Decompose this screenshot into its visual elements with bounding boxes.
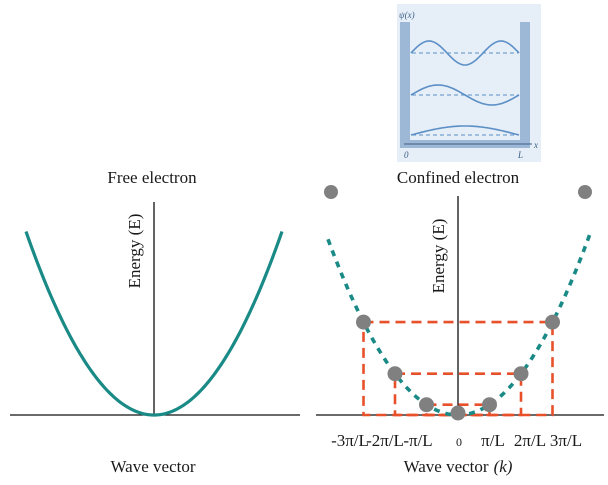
inset-end-label: L (517, 150, 523, 160)
tick-label-minus-2pi: -2π/L (366, 431, 404, 450)
wavevector-symbol: (k) (494, 457, 513, 476)
allowed-state-dot (387, 366, 403, 382)
allowed-state-dot (545, 314, 560, 330)
allowed-state-dots (324, 185, 592, 421)
inset-right-wall (520, 22, 530, 146)
tick-label-2pi: 2π/L (514, 431, 546, 450)
right-energy-axis-label: Energy (E) (429, 219, 448, 294)
left-wavevector-label: Wave vector (111, 457, 196, 476)
inset-origin-label: 0 (404, 150, 409, 160)
free-electron-title: Free electron (107, 168, 197, 187)
allowed-state-dot (324, 185, 338, 199)
inset-x-label: x (533, 140, 538, 150)
allowed-state-dot (450, 405, 466, 421)
tick-label-3pi: 3π/L (550, 431, 582, 450)
allowed-state-dot (578, 185, 592, 199)
inset-wave-n2 (410, 84, 520, 106)
free-electron-parabola (24, 230, 284, 417)
confined-electron-title: Confined electron (397, 168, 520, 187)
tick-label-zero: 0 (456, 435, 462, 449)
allowed-state-dot (513, 366, 529, 382)
inset-wave-n1 (410, 125, 520, 136)
allowed-state-dot (356, 314, 371, 330)
allowed-state-dot (419, 397, 434, 413)
particle-in-box-inset: ψ(x) 0 L x (397, 4, 541, 162)
wavevector-text: Wave vector (404, 457, 489, 476)
inset-left-wall (400, 22, 410, 146)
confined-electron-panel: Confined electron Energy (E) -3π/L -2π/L… (316, 168, 604, 476)
inset-background (397, 4, 541, 162)
inset-wave-n3 (410, 40, 520, 66)
allowed-state-dot (482, 397, 497, 413)
right-wavevector-label: Wave vector (k) (404, 457, 513, 476)
tick-label-minus-pi: -π/L (403, 431, 432, 450)
left-energy-axis-label: Energy (E) (125, 214, 144, 289)
tick-label-pi: π/L (481, 431, 505, 450)
tick-label-minus-3pi: -3π/L (331, 431, 369, 450)
inset-psi-label: ψ(x) (399, 10, 415, 20)
k-tick-labels: -3π/L -2π/L -π/L 0 π/L 2π/L 3π/L (331, 431, 582, 450)
free-electron-panel: Free electron Energy (E) Wave vector (10, 168, 300, 476)
